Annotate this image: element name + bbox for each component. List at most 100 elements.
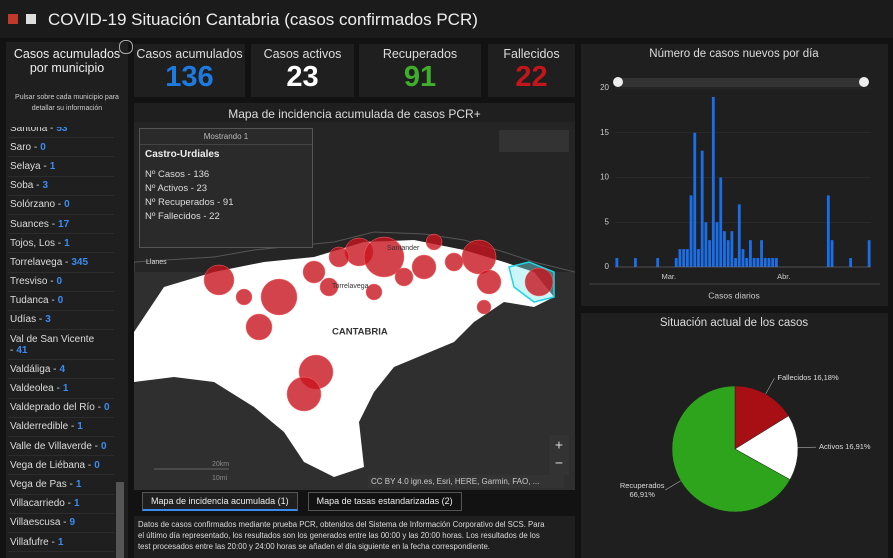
municipality-name: Valdeolea -: [10, 383, 60, 395]
municipality-name: Udías -: [10, 314, 43, 326]
municipality-item[interactable]: Solórzano -0: [8, 196, 114, 215]
municipality-item[interactable]: Tudanca -0: [8, 292, 114, 311]
bar: [682, 249, 686, 267]
slice-value: 66,91%: [629, 490, 655, 499]
bar: [711, 96, 715, 267]
bar: [697, 249, 700, 267]
municipality-item[interactable]: Villacarriedo -1: [8, 495, 114, 514]
chart-title: Número de casos nuevos por día: [649, 48, 819, 60]
municipality-value: 53: [56, 127, 68, 134]
map-tools[interactable]: [499, 130, 569, 152]
municipality-item[interactable]: Vega de Pas -1: [8, 475, 114, 495]
kpi-card: Recuperados 91: [359, 44, 481, 97]
list-content: Santoña -53 Saro -0 Selaya -1 Soba -3 Solórz…: [8, 127, 114, 553]
bar: [771, 258, 775, 267]
municipality-item[interactable]: Tresviso -0: [8, 273, 114, 292]
panel-title: Casos acumulados por municipio: [13, 47, 121, 75]
municipality-item[interactable]: Soba -3: [8, 177, 114, 196]
municipality-item[interactable]: Santoña -53: [8, 127, 114, 139]
municipality-name: Selaya -: [10, 160, 47, 172]
zoom-controls[interactable]: [549, 435, 569, 475]
municipality-value: 0: [103, 402, 110, 414]
municipality-item[interactable]: Saro -0: [8, 138, 114, 158]
municipality-value: 0: [57, 295, 64, 307]
municipality-name: Vega de Liébana -: [10, 459, 92, 471]
municipality-value: 17: [58, 218, 70, 230]
municipality-item[interactable]: Valdeprado del Río -0: [8, 399, 114, 418]
municipality-item[interactable]: Valdeolea -1: [8, 379, 114, 399]
kpi-card: Casos activos 23: [251, 44, 354, 97]
bar: [726, 240, 730, 267]
place-label: Torrelavega: [332, 283, 369, 290]
municipality-item[interactable]: Vega de Liébana -0: [8, 456, 114, 476]
popup-line: Nº Fallecidos - 22: [145, 211, 220, 222]
scrollbar[interactable]: [116, 482, 124, 558]
tab[interactable]: Mapa de tasas estandarizadas (2): [307, 492, 462, 511]
map-title: Mapa de incidencia acumulada de casos PC…: [228, 107, 481, 121]
bar: [689, 195, 693, 267]
range-slider[interactable]: [615, 78, 867, 87]
bar: [615, 258, 619, 267]
municipality-item[interactable]: Selaya -1: [8, 157, 114, 177]
municipality-value: 1: [64, 237, 70, 249]
municipality-value: 3: [45, 314, 51, 326]
kpi-card: Fallecidos 22: [488, 44, 575, 97]
municipality-item[interactable]: Valle de Villaverde -0: [8, 437, 114, 457]
municipality-name: Tresviso -: [10, 276, 54, 288]
bar: [760, 240, 763, 267]
settings-icon[interactable]: [119, 40, 133, 54]
municipality-list[interactable]: Santoña -53 Saro -0 Selaya -1 Soba -3 Solórz…: [8, 127, 114, 558]
slice-label: Activos 16,91%: [819, 442, 871, 451]
municipality-value: 0: [64, 199, 70, 211]
bar: [678, 249, 682, 267]
municipality-item[interactable]: Tojos, Los -1: [8, 234, 114, 254]
municipality-item[interactable]: Villafufre -1: [8, 533, 114, 553]
popup-heading: Mostrando 1: [140, 132, 312, 145]
municipality-item[interactable]: Suances -17: [8, 215, 114, 235]
kpi-value: 91: [403, 61, 437, 93]
municipality-value: 1: [73, 498, 80, 510]
header: COVID-19 Situación Cantabria (casos conf…: [0, 0, 893, 38]
municipality-name: Villafufre -: [10, 536, 55, 548]
bar: [685, 249, 689, 267]
place-label: CANTABRIA: [332, 327, 388, 338]
note-panel: Datos de casos confirmados mediante prue…: [134, 516, 575, 558]
municipality-value: 345: [71, 256, 89, 268]
coast: [134, 231, 575, 273]
bar: [867, 240, 871, 267]
municipality-item[interactable]: Valdáliga -4: [8, 360, 114, 380]
y-tick-label: 20: [600, 83, 609, 92]
slice-name: Activos: [819, 442, 843, 451]
popup-line: Nº Recuperados - 91: [145, 197, 234, 208]
logo-icon: [26, 14, 36, 24]
bar: [774, 258, 778, 267]
municipality-name: Tojos, Los -: [10, 237, 62, 249]
slider-handle[interactable]: [613, 77, 623, 87]
kpi-label: Casos activos: [263, 47, 342, 61]
bar: [737, 204, 741, 267]
bar: [719, 177, 723, 267]
municipality-value: 1: [62, 383, 69, 395]
municipality-value: 41: [16, 344, 28, 356]
bar: [752, 258, 756, 267]
tab[interactable]: Mapa de incidencia acumulada (1): [142, 492, 298, 511]
zoom-out[interactable]: −: [555, 455, 563, 471]
kpi-label: Casos acumulados: [136, 47, 243, 61]
municipality-item[interactable]: Udías -3: [8, 311, 114, 331]
municipality-value: 3: [42, 180, 49, 192]
bar: [741, 249, 745, 267]
municipality-item[interactable]: Valderredible -1: [8, 418, 114, 437]
bar: [849, 258, 853, 267]
municipality-value: 0: [94, 459, 100, 471]
municipality-item[interactable]: Val de San Vicente -41: [8, 330, 114, 361]
place-label: Llanes: [146, 259, 167, 266]
pie-slice: [671, 385, 791, 513]
x-tick-label: Abr.: [777, 272, 790, 281]
slider-handle[interactable]: [859, 77, 869, 87]
municipality-item[interactable]: Torrelavega -345: [8, 253, 114, 273]
municipality-name: Villaescusa -: [10, 517, 67, 529]
municipality-item[interactable]: Villaescusa -9: [8, 514, 114, 533]
zoom-in[interactable]: +: [555, 437, 563, 453]
y-tick-label: 15: [600, 128, 609, 137]
